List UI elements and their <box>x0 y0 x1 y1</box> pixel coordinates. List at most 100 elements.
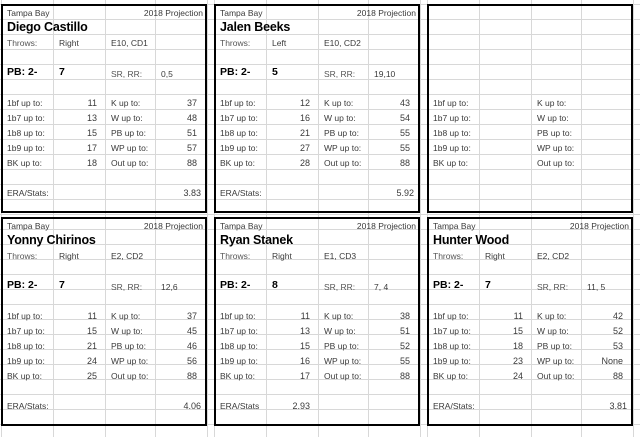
stat-label-left-2: 1b8 up to: <box>433 128 471 138</box>
throws-label: Throws: <box>433 251 464 261</box>
stat-value-left-3 <box>481 141 527 156</box>
throws-label: Throws: <box>220 251 251 261</box>
stat-label-left-2: 1b8 up to: <box>7 128 45 138</box>
stat-value-left-4: 24 <box>512 371 523 381</box>
grid-line-horizontal <box>0 379 640 380</box>
stat-label-right-1: W up to: <box>324 326 356 336</box>
player-card-empty-card[interactable]: 1bf up to: K up to: 1b7 up to: W up to: 1b8 … <box>427 4 633 213</box>
stat-label-left-2: 1b8 up to: <box>220 128 258 138</box>
stat-value-left-2: 15 <box>86 128 97 138</box>
pb-value: 7 <box>59 279 65 291</box>
stat-value-left-0: 11 <box>513 311 523 321</box>
player-card-hunter-wood[interactable]: Tampa Bay 2018 Projection Hunter Wood Throw… <box>427 217 633 426</box>
grid-line-horizontal <box>0 229 640 230</box>
card-code: E2, CD2 <box>537 251 570 261</box>
pb-value: 7 <box>485 279 491 291</box>
player-card-yonny-chirinos[interactable]: Tampa Bay 2018 Projection Yonny Chirinos Th… <box>1 217 207 426</box>
projection-label: 2018 Projection <box>356 8 416 18</box>
stat-label-right-1: W up to: <box>324 113 356 123</box>
grid-line-horizontal <box>0 64 640 65</box>
stat-label-left-3: 1b9 up to: <box>433 356 471 366</box>
stat-value-right-2: 55 <box>399 128 410 138</box>
stat-label-left-2: 1b8 up to: <box>220 341 258 351</box>
stat-label-right-3: WP up to: <box>111 143 149 153</box>
stat-label-right-3: WP up to: <box>324 143 362 153</box>
stat-value-right-1 <box>583 111 627 126</box>
era-stats-label: ERA/Stats: <box>433 401 475 411</box>
throws-label: Throws: <box>220 38 251 48</box>
card-code: E2, CD2 <box>111 251 144 261</box>
stat-label-right-2: PB up to: <box>537 128 572 138</box>
stat-label-right-1: W up to: <box>537 326 569 336</box>
stat-value-right-2: 52 <box>399 341 410 351</box>
stat-label-left-0: 1bf up to: <box>220 311 256 321</box>
stat-value-left-0: 11 <box>300 311 310 321</box>
grid-line-horizontal <box>0 289 640 290</box>
stat-value-right-1: 52 <box>612 326 623 336</box>
stat-value-right-4: 88 <box>186 158 197 168</box>
stat-label-left-1: 1b7 up to: <box>220 326 258 336</box>
stat-value-right-1: 45 <box>186 326 197 336</box>
stat-label-left-4: BK up to: <box>220 371 255 381</box>
stat-value-right-3: None <box>601 356 623 366</box>
stat-label-left-0: 1bf up to: <box>433 98 469 108</box>
stat-label-right-3: WP up to: <box>537 356 575 366</box>
stat-value-left-0 <box>481 96 527 111</box>
card-code: E1, CD3 <box>324 251 357 261</box>
stat-value-left-4 <box>481 156 527 171</box>
throws-value: Left <box>272 38 287 48</box>
player-card-jalen-beeks[interactable]: Tampa Bay 2018 Projection Jalen Beeks Throw… <box>214 4 420 213</box>
stat-label-right-2: PB up to: <box>537 341 572 351</box>
stat-value-right-2: 46 <box>186 341 197 351</box>
sr-rr-value: 12,6 <box>161 282 178 292</box>
grid-line-horizontal <box>0 109 640 110</box>
stat-value-left-2: 18 <box>512 341 523 351</box>
sr-rr-value: 0,5 <box>161 69 173 79</box>
stat-value-right-0: 43 <box>399 98 410 108</box>
stat-label-right-2: PB up to: <box>324 128 359 138</box>
grid-line-horizontal <box>0 184 640 185</box>
stat-value-right-1: 48 <box>186 113 197 123</box>
stat-label-left-0: 1bf up to: <box>433 311 469 321</box>
stat-value-right-3: 55 <box>399 143 410 153</box>
pb-value <box>482 65 534 82</box>
stat-value-left-1: 13 <box>86 113 97 123</box>
grid-line-horizontal <box>0 124 640 125</box>
era-stats-label: ERA/Stats: <box>7 401 49 411</box>
throws-value: Right <box>485 251 505 261</box>
stat-label-right-4: Out up to: <box>537 158 575 168</box>
player-card-diego-castillo[interactable]: Tampa Bay 2018 Projection Diego Castillo Th… <box>1 4 207 213</box>
stat-label-right-3: WP up to: <box>324 356 362 366</box>
pb-value: 7 <box>59 66 65 78</box>
pb-label <box>430 65 482 82</box>
stat-value-right-0: 37 <box>186 98 197 108</box>
team-label: Tampa Bay <box>220 8 263 18</box>
grid-line-vertical <box>207 0 208 437</box>
player-card-ryan-stanek[interactable]: Tampa Bay 2018 Projection Ryan Stanek Throw… <box>214 217 420 426</box>
stat-label-left-0: 1bf up to: <box>220 98 256 108</box>
grid-line-horizontal <box>0 49 640 50</box>
projection-label: 2018 Projection <box>143 221 203 231</box>
grid-line-horizontal <box>0 154 640 155</box>
team-label: Tampa Bay <box>220 221 263 231</box>
stat-label-right-2: PB up to: <box>111 128 146 138</box>
stat-label-right-0: K up to: <box>537 98 567 108</box>
team-label: Tampa Bay <box>7 8 50 18</box>
stat-label-left-4: BK up to: <box>433 158 468 168</box>
grid-line-vertical <box>420 0 421 437</box>
stat-value-right-4: 88 <box>186 371 197 381</box>
stat-label-left-2: 1b8 up to: <box>433 341 471 351</box>
stat-value-right-2: 51 <box>186 128 197 138</box>
stat-value-left-1: 16 <box>299 113 310 123</box>
pb-label: PB: 2- <box>220 279 251 291</box>
era-stats-value: 2.93 <box>292 401 310 411</box>
era-stats-label: ERA/Stats: <box>7 188 49 198</box>
grid-line-horizontal <box>0 304 640 305</box>
era-stats-value <box>583 186 631 201</box>
card-code <box>534 36 636 51</box>
era-stats-label: ERA/Stats <box>220 401 260 411</box>
card-grid: Tampa Bay 2018 Projection Yonny Chirinos Th… <box>3 219 205 424</box>
stat-value-right-3: 55 <box>399 356 410 366</box>
stat-label-right-4: Out up to: <box>537 371 575 381</box>
stat-value-left-1: 15 <box>512 326 523 336</box>
